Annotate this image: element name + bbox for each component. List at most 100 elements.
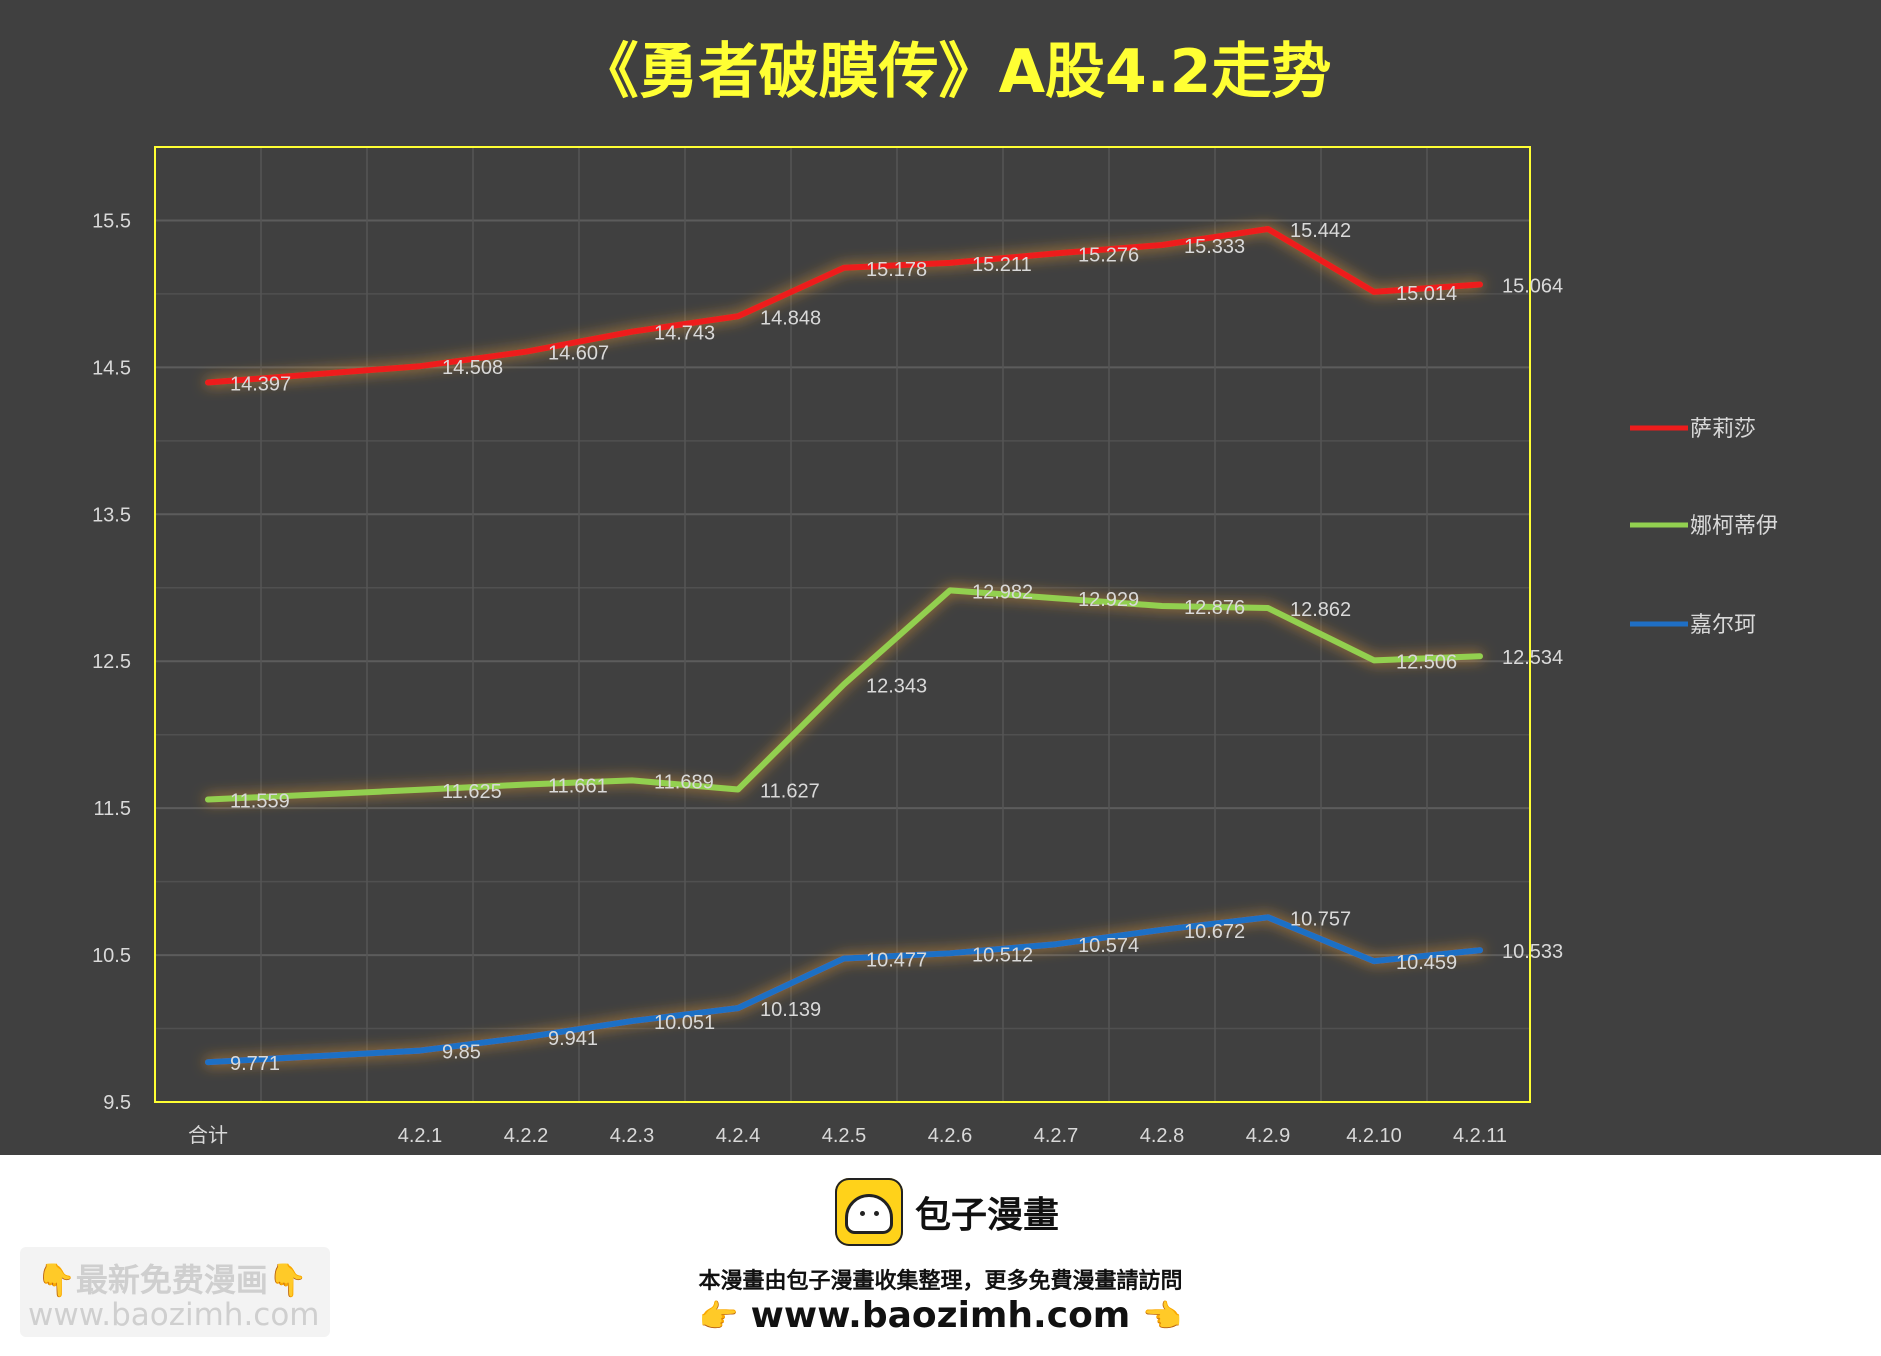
brand[interactable]: 包子漫畫	[835, 1177, 1059, 1247]
chart-title: 《勇者破膜传》A股4.2走势	[579, 37, 1332, 107]
data-point	[842, 956, 846, 960]
series-line-2	[205, 587, 1483, 803]
footer-url-row: 👉 www.baozimh.com 👈	[0, 1295, 1881, 1336]
x-tick-label: 4.2.5	[822, 1125, 866, 1147]
y-tick-label: 9.5	[103, 1092, 131, 1114]
data-point	[524, 1035, 528, 1039]
y-tick-label: 13.5	[92, 504, 131, 526]
data-label: 11.627	[760, 780, 820, 802]
data-point	[1054, 942, 1058, 946]
x-tick-label: 4.2.1	[398, 1125, 442, 1147]
data-label: 10.533	[1502, 941, 1563, 963]
data-label: 15.333	[1184, 236, 1245, 258]
data-label: 10.757	[1290, 908, 1351, 930]
data-label: 14.848	[760, 307, 821, 329]
watermark[interactable]: 👇最新免费漫画👇 www.baozimh.com	[20, 1247, 330, 1337]
series-layer	[205, 225, 1483, 1066]
legend-label: 萨莉莎	[1690, 417, 1756, 442]
data-point	[206, 1060, 210, 1064]
data-labels: 14.397 14.508 14.607 14.743 14.848 15.178 15.2…	[230, 220, 1563, 1075]
data-point	[630, 778, 634, 782]
data-point	[1160, 243, 1164, 247]
x-tick-label: 4.2.9	[1246, 1125, 1290, 1147]
data-point	[948, 588, 952, 592]
data-point	[1266, 915, 1270, 919]
data-point	[1266, 227, 1270, 231]
data-point	[948, 261, 952, 265]
data-label: 14.607	[548, 343, 609, 365]
data-label: 11.559	[230, 790, 290, 812]
x-tick-label: 4.2.10	[1346, 1125, 1402, 1147]
data-point	[1054, 251, 1058, 255]
footer: 包子漫畫 本漫畫由包子漫畫收集整理，更多免費漫畫請訪問 👉 www.baozimh…	[0, 1155, 1881, 1356]
watermark-line2: www.baozimh.com	[28, 1297, 320, 1333]
data-label: 10.672	[1184, 921, 1245, 943]
data-point	[1478, 654, 1482, 658]
data-label: 12.982	[972, 581, 1033, 603]
brand-name: 包子漫畫	[915, 1195, 1060, 1236]
data-label: 15.276	[1078, 244, 1139, 266]
series-line-3	[205, 914, 1483, 1066]
data-label: 12.929	[1078, 589, 1139, 611]
x-tick-label: 合计	[188, 1124, 228, 1147]
data-point	[524, 350, 528, 354]
data-point	[1372, 959, 1376, 963]
y-tick-label: 11.5	[94, 798, 131, 820]
x-tick-label: 4.2.6	[928, 1125, 972, 1147]
data-label: 10.459	[1396, 952, 1457, 974]
x-tick-label: 4.2.11	[1453, 1125, 1507, 1147]
x-tick-label: 4.2.7	[1034, 1125, 1078, 1147]
data-point	[736, 1006, 740, 1010]
data-label: 9.941	[548, 1028, 598, 1050]
data-label: 12.343	[866, 675, 927, 697]
data-point	[1266, 606, 1270, 610]
y-tick-label: 12.5	[92, 651, 131, 673]
y-tick-label: 15.5	[92, 210, 131, 232]
data-point	[1054, 596, 1058, 600]
data-point	[630, 1019, 634, 1023]
data-label: 12.506	[1396, 651, 1457, 673]
data-point	[418, 788, 422, 792]
data-label: 10.051	[654, 1012, 715, 1034]
data-label: 14.743	[654, 323, 715, 345]
data-point	[842, 266, 846, 270]
data-label: 12.876	[1184, 597, 1245, 619]
data-label: 15.211	[972, 254, 1032, 276]
data-point	[1478, 948, 1482, 952]
data-label: 12.862	[1290, 599, 1351, 621]
data-label: 10.477	[866, 949, 927, 971]
data-point	[1478, 283, 1482, 287]
data-point	[418, 364, 422, 368]
x-tick-label: 4.2.3	[610, 1125, 654, 1147]
y-axis: 9.5 10.5 11.5 12.5 13.5 14.5 15.5	[92, 210, 131, 1114]
y-tick-label: 14.5	[92, 357, 131, 379]
data-label: 15.064	[1502, 276, 1563, 298]
site-url-link[interactable]: www.baozimh.com	[750, 1295, 1131, 1336]
data-point	[1372, 658, 1376, 662]
x-tick-label: 4.2.4	[716, 1125, 760, 1147]
data-point	[1160, 928, 1164, 932]
legend-label: 嘉尔珂	[1690, 613, 1756, 638]
x-tick-label: 4.2.2	[504, 1125, 548, 1147]
y-tick-label: 10.5	[92, 945, 131, 967]
data-point	[842, 682, 846, 686]
x-axis: 合计 4.2.1 4.2.2 4.2.3 4.2.4 4.2.5 4.2.6 4.2.7 4.2…	[188, 1124, 1507, 1147]
line-chart: 《勇者破膜传》A股4.2走势 9.5 10.5 11.5 12.5 13.5 14.5 15…	[92, 37, 1778, 1147]
chart-panel: 《勇者破膜传》A股4.2走势 9.5 10.5 11.5 12.5 13.5 14.5 15…	[0, 0, 1881, 1155]
data-point	[524, 782, 528, 786]
data-point	[736, 314, 740, 318]
data-label: 10.574	[1078, 935, 1139, 957]
x-tick-label: 4.2.8	[1140, 1125, 1184, 1147]
baozi-logo-icon	[835, 1178, 903, 1246]
data-label: 12.534	[1502, 647, 1563, 669]
data-label: 9.85	[442, 1042, 481, 1064]
data-point	[1372, 290, 1376, 294]
data-label: 11.661	[548, 775, 608, 797]
footer-note: 本漫畫由包子漫畫收集整理，更多免費漫畫請訪問	[698, 1269, 1183, 1294]
data-label: 10.512	[972, 944, 1033, 966]
series-line-1	[205, 225, 1483, 386]
data-label: 15.178	[866, 259, 927, 281]
data-label: 10.139	[760, 999, 821, 1021]
data-label: 15.442	[1290, 220, 1351, 242]
